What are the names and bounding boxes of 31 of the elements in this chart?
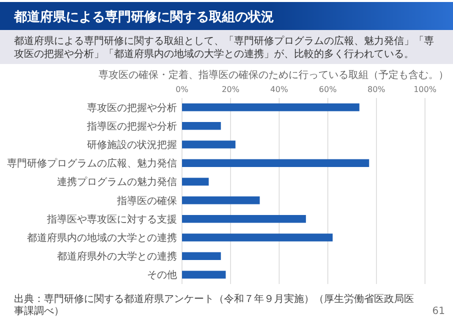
y-tick-label: 専門研修プログラムの広報、魅力発信 [7,158,177,170]
text: 61 [432,306,445,317]
y-tick-label: 都道府県内の地域の大学との連携 [27,232,177,244]
x-tick-label: 20% [222,85,240,94]
y-tick-label: 指導医の把握や分析 [86,120,177,132]
x-tick-label: 0% [176,85,189,94]
x-tick-label: 100% [414,85,437,94]
x-tick-label: 40% [270,85,288,94]
bar [182,270,226,279]
bar [182,178,209,186]
bar [182,122,221,130]
text: 専攻医の確保・定着、指導医の確保のために行っている取組（予定も含む。） [98,69,448,81]
bar [182,196,260,204]
bar [182,140,236,148]
y-tick-label: 連携プログラムの魅力発信 [57,176,177,188]
source-note: 出典：専門研修に関する都道府県アンケート（令和７年９月実施）（厚生労働省医政局医事課調べ） [14,293,414,317]
x-tick-label: 60% [318,85,338,94]
y-tick-label: 研修施設の状況把握 [87,139,177,151]
y-tick-label: 都道府県外の大学との連携 [57,250,177,263]
y-tick-label: 指導医の確保 [116,194,177,207]
y-tick-label: 指導医や専攻医に対する支援 [46,213,177,226]
bar [182,214,306,223]
bar [182,159,370,168]
bar [182,103,360,112]
bar [182,252,221,260]
chart-title: 都道府県による専門研修に関する取組の状況 [13,9,274,25]
bar [182,234,333,242]
y-tick-label: その他 [147,269,177,282]
x-tick-label: 80% [368,85,386,94]
chart-subtitle: 都道府県による専門研修に関する取組として、「専門研修プログラムの広報、魅力発信」「専攻医の把握や分析」「都道府県内の地域の大学との連携」が、比較的多く行われている。 [14,35,434,60]
y-tick-label: 専攻医の把握や分析 [87,102,177,114]
